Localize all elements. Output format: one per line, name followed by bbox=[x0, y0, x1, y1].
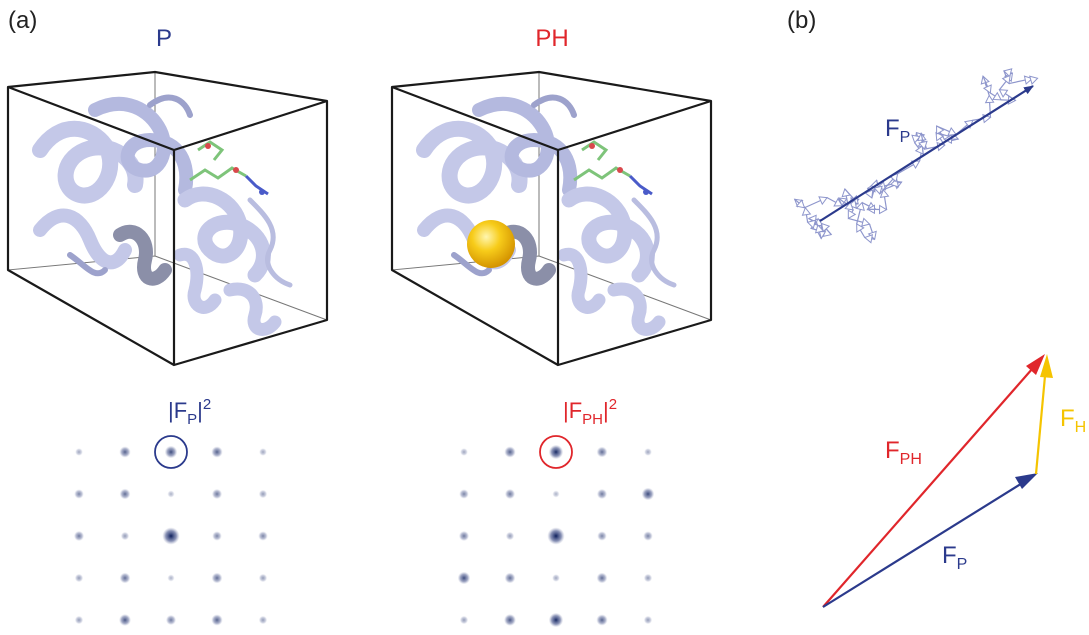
diffraction-spot bbox=[643, 531, 653, 541]
diffraction-spot bbox=[212, 573, 223, 584]
diffraction-spot bbox=[120, 573, 131, 584]
walk-step-head bbox=[802, 208, 810, 216]
diffraction-spot bbox=[167, 574, 174, 581]
diffraction-spot bbox=[459, 531, 469, 541]
diffraction-spot bbox=[506, 532, 514, 540]
walk-step-head bbox=[986, 95, 994, 102]
derivative-unit-cell bbox=[392, 72, 711, 365]
diffraction-spot bbox=[549, 445, 563, 459]
diffraction-spot bbox=[211, 446, 222, 457]
diffraction-spot bbox=[258, 531, 268, 541]
diffraction-spot bbox=[74, 489, 84, 499]
diffraction-spot bbox=[75, 574, 83, 582]
diffraction-spot bbox=[458, 572, 471, 585]
diffraction-spot bbox=[212, 531, 222, 541]
diffraction-spot bbox=[547, 527, 564, 544]
diffraction-spot bbox=[259, 574, 267, 582]
diffraction-spot bbox=[597, 531, 607, 541]
walk-step-head bbox=[1003, 76, 1010, 84]
walk-step-head bbox=[1030, 76, 1038, 84]
diffraction-spot bbox=[211, 614, 222, 625]
derivative-intensity-label: |FPH|2 bbox=[563, 396, 617, 428]
diffraction-spot bbox=[505, 573, 516, 584]
panel-b-label: (b) bbox=[787, 7, 816, 34]
protein-intensity-label: |FP|2 bbox=[168, 396, 211, 428]
diffraction-spot bbox=[644, 616, 652, 624]
diffraction-spot bbox=[552, 490, 559, 497]
protein-ribbon bbox=[40, 98, 290, 330]
diffraction-spot bbox=[505, 489, 515, 499]
diffraction-spot bbox=[120, 489, 131, 500]
cube-hidden-edges bbox=[392, 72, 711, 320]
diffraction-spot bbox=[162, 527, 179, 544]
fh-arrow bbox=[1036, 365, 1046, 474]
diffraction-spot bbox=[549, 613, 563, 627]
diffraction-spot bbox=[459, 489, 469, 499]
diffraction-spot bbox=[212, 489, 222, 499]
walk-step-head bbox=[819, 197, 827, 204]
fph-label: FPH bbox=[885, 437, 922, 468]
fp-resultant-arrow-top bbox=[820, 86, 1033, 221]
protein-structure-title: P bbox=[156, 25, 172, 52]
panel-a-label: (a) bbox=[8, 7, 37, 34]
walk-step-head bbox=[948, 128, 956, 135]
diffraction-spot bbox=[165, 446, 178, 459]
diffraction-spot bbox=[259, 490, 267, 498]
walk-step-head bbox=[862, 218, 870, 226]
diffraction-spot bbox=[119, 614, 131, 626]
heavy-atom-sphere bbox=[467, 220, 515, 268]
diffraction-spot bbox=[259, 448, 267, 456]
diffraction-spot bbox=[121, 532, 129, 540]
diffraction-spot bbox=[597, 489, 607, 499]
diffraction-spot bbox=[460, 616, 468, 624]
diffraction-spot bbox=[642, 488, 655, 501]
diffraction-spot bbox=[75, 448, 83, 456]
derivative-structure-title: PH bbox=[535, 25, 568, 52]
protein-ribbon bbox=[424, 98, 674, 330]
protein-unit-cell bbox=[8, 72, 327, 365]
diffraction-spot bbox=[167, 490, 174, 497]
diffraction-spot bbox=[644, 448, 652, 456]
diffraction-spot bbox=[504, 446, 515, 457]
protein-diffraction-pattern bbox=[74, 446, 268, 626]
walk-step-head bbox=[999, 90, 1007, 97]
fp-label: FP bbox=[942, 542, 967, 573]
diffraction-spot bbox=[552, 574, 560, 582]
fph-arrow bbox=[823, 360, 1040, 607]
diffraction-spot bbox=[259, 616, 267, 624]
diffraction-spot bbox=[75, 616, 83, 624]
fh-label: FH bbox=[1060, 405, 1086, 436]
diffraction-spot bbox=[596, 614, 607, 625]
derivative-diffraction-pattern bbox=[458, 445, 655, 627]
diffraction-spot bbox=[74, 531, 84, 541]
atomic-contribution-walk bbox=[795, 69, 1038, 243]
diffraction-spot bbox=[504, 614, 516, 626]
diffraction-spot bbox=[644, 574, 652, 582]
diffraction-spot bbox=[597, 447, 608, 458]
walk-step-head bbox=[993, 93, 1001, 100]
cube-hidden-edges bbox=[8, 72, 327, 320]
diffraction-spot bbox=[166, 615, 176, 625]
diffraction-spot bbox=[119, 446, 130, 457]
fp-walk-label: FP bbox=[885, 115, 910, 146]
fp-arrow bbox=[823, 477, 1032, 607]
walk-step-head bbox=[865, 235, 873, 243]
diffraction-spot bbox=[460, 448, 468, 456]
diffraction-spot bbox=[597, 573, 608, 584]
